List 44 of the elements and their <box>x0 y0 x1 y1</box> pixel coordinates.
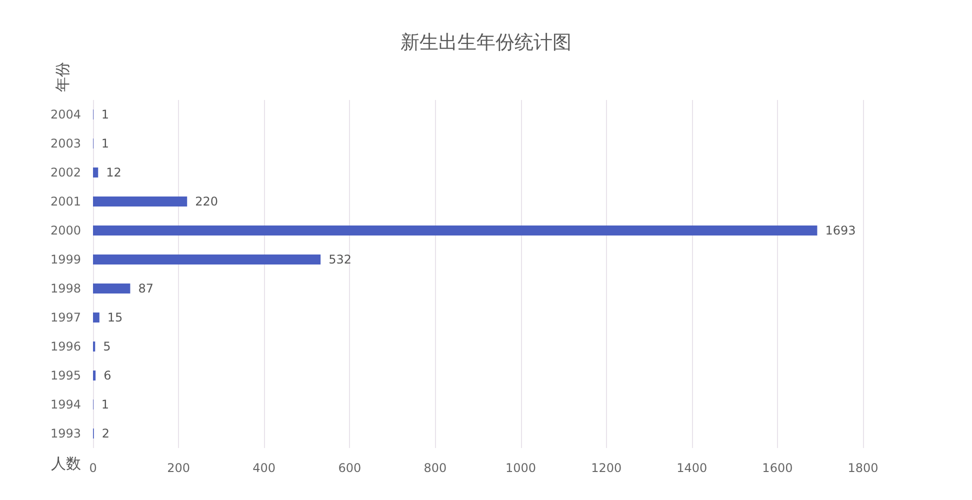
y-tick-label: 1999 <box>50 252 81 266</box>
y-tick-label: 2004 <box>50 108 81 122</box>
x-tick-label: 0 <box>89 461 97 475</box>
y-tick-label: 1993 <box>50 426 81 440</box>
x-tick-label: 1000 <box>506 461 536 475</box>
data-label: 1 <box>101 108 110 122</box>
data-label: 87 <box>138 282 154 296</box>
y-tick-label: 1997 <box>50 310 81 324</box>
x-axis-title: 人数 <box>51 454 81 472</box>
x-tick-label: 1600 <box>762 461 793 475</box>
data-label: 15 <box>107 310 123 324</box>
data-label: 2 <box>102 426 110 440</box>
x-tick-label: 800 <box>424 461 447 475</box>
x-tick-label: 1200 <box>591 461 622 475</box>
data-label: 1 <box>101 398 110 412</box>
y-tick-label: 1998 <box>50 282 81 296</box>
y-tick-label: 2000 <box>50 224 81 238</box>
y-tick-label: 1995 <box>50 368 81 382</box>
bar <box>93 370 96 380</box>
bar <box>93 312 100 322</box>
y-tick-label: 2001 <box>50 194 81 208</box>
data-label: 1693 <box>825 224 856 238</box>
bar <box>93 284 130 294</box>
x-tick-label: 1800 <box>848 461 878 475</box>
x-tick-label: 600 <box>338 461 362 475</box>
bar <box>93 254 321 264</box>
y-tick-label: 2002 <box>50 166 81 180</box>
bar <box>93 196 188 206</box>
data-label: 6 <box>104 368 112 382</box>
y-tick-label: 1996 <box>50 340 81 354</box>
y-tick-label: 1994 <box>50 398 81 412</box>
data-label: 532 <box>328 252 352 266</box>
data-label: 1 <box>101 136 110 150</box>
x-tick-label: 200 <box>167 461 190 475</box>
data-label: 12 <box>106 166 122 180</box>
y-tick-label: 2003 <box>50 136 81 150</box>
data-label: 5 <box>103 340 111 354</box>
chart-title: 新生出生年份统计图 <box>400 32 572 54</box>
bar <box>93 226 818 236</box>
y-axis-title: 年份 <box>54 62 72 92</box>
x-tick-label: 400 <box>252 461 276 475</box>
data-label: 220 <box>195 194 218 208</box>
x-tick-label: 1400 <box>676 461 708 475</box>
bar <box>93 168 98 178</box>
